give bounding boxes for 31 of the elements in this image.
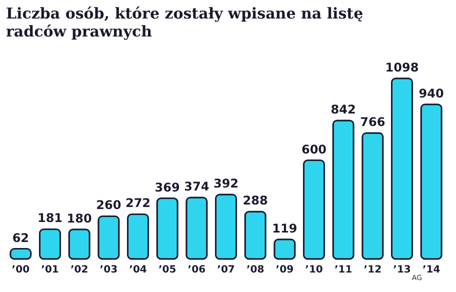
x-tick-label: ’03 [100,264,118,276]
data-label: 288 [242,194,268,208]
data-label: 260 [96,198,122,212]
chart-title: Liczba osób, które zostały wpisane na listę radców prawnych [6,4,364,40]
x-tick-label: ’01 [41,264,59,276]
data-label: 600 [301,142,327,156]
x-tick-label: ’02 [70,264,88,276]
x-tick-label: ’07 [217,264,235,276]
data-label: 766 [360,114,386,129]
x-tick-label: ’11 [334,264,352,276]
x-tick-label: ’04 [129,264,147,276]
x-tick-label: ’14 [422,264,440,276]
x-tick-label: ’08 [246,264,264,276]
x-tick-label: ’09 [276,264,294,276]
data-label: 842 [330,102,356,116]
data-label: 119 [272,221,298,236]
data-label: 272 [125,196,151,210]
data-label: 181 [37,211,63,226]
data-label: 180 [66,211,92,226]
data-label: 1098 [385,60,419,74]
data-label: 940 [418,86,444,100]
x-tick-label: ’12 [364,264,382,276]
data-label: 369 [154,180,180,194]
x-tick-label: ’06 [188,264,206,276]
x-tick-label: ’10 [305,264,323,276]
data-label: 392 [213,176,239,190]
x-tick-label: ’05 [158,264,176,276]
data-label: 62 [12,230,30,245]
x-tick-label: ’00 [12,264,30,276]
x-tick-label: ’13 [393,264,411,276]
data-label: 374 [184,179,210,194]
